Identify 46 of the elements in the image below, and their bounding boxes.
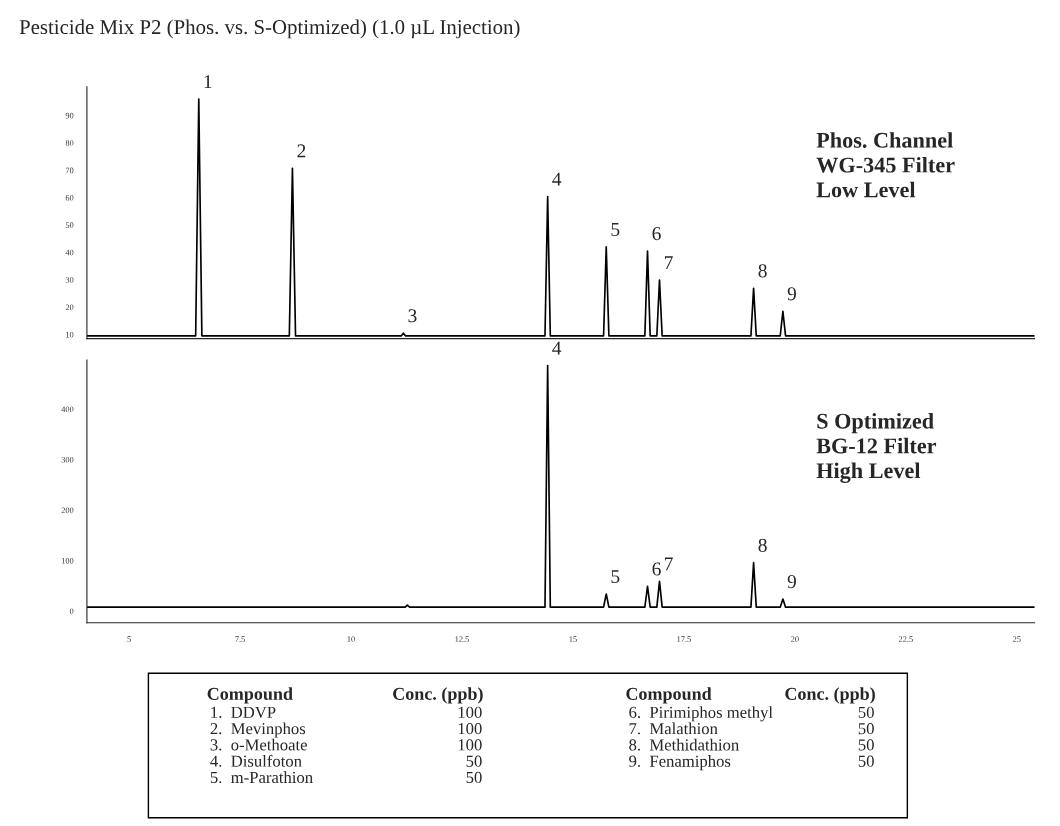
x-tick-label: 10: [347, 636, 355, 642]
annotation: 1: [204, 75, 212, 88]
y-tick-label: 60: [65, 194, 74, 201]
annotation: S Optimized BG-12 Filter High Level: [816, 413, 937, 483]
y-tick-label: 200: [61, 507, 74, 514]
annotation: 6: [652, 562, 661, 576]
annotation: 4: [552, 172, 562, 186]
annotation: 8: [758, 264, 767, 278]
x-tick-label: 22.5: [898, 636, 913, 642]
y-tick-label: 90: [65, 112, 74, 119]
annotation: 9: [787, 287, 796, 301]
y-tick-label: 80: [65, 140, 74, 146]
x-tick-label: 25: [1013, 636, 1021, 642]
annotation: 2: [297, 144, 306, 158]
y-tick-label: 400: [61, 406, 74, 413]
annotation: 7: [664, 256, 673, 269]
y-tick-label: 10: [66, 331, 74, 338]
y-tick-label: 300: [61, 457, 74, 463]
annotation: 7: [664, 557, 673, 571]
text: Compound 1. DDVP 2. Mevinphos 3. o-Methoate 4. Disulfoton 5. m-Parathion: [207, 687, 313, 784]
y-tick-label: 70: [65, 167, 74, 174]
text: Conc. (ppb) 50 50 50 50: [785, 687, 875, 767]
annotation: 5: [611, 223, 620, 237]
annotation: 6: [652, 227, 661, 241]
annotation: 8: [758, 538, 767, 552]
annotation: Phos. Channel WG-345 Filter Low Level: [816, 132, 955, 198]
chart-title: Pesticide Mix P2 (Phos. vs. S-Optimized) (1.0 µL Injection): [19, 19, 520, 39]
y-tick-label: 100: [61, 558, 74, 564]
y-tick-label: 40: [65, 249, 74, 256]
y-tick-label: 30: [65, 277, 74, 283]
x-tick-label: 5: [127, 636, 131, 642]
text: Compound 6. Pirimiphos methyl 7. Malathion 8. Methidathion 9. Fenamiphos: [626, 687, 773, 771]
x-tick-label: 15: [569, 636, 577, 642]
x-tick-label: 12.5: [455, 636, 469, 642]
x-tick-label: 7.5: [235, 636, 245, 642]
annotation: 4: [552, 341, 562, 355]
x-tick-label: 17.5: [677, 636, 691, 642]
annotation: 9: [787, 575, 796, 589]
y-tick-label: 0: [69, 608, 74, 615]
text: Conc. (ppb) 100 100 100 50 50: [393, 687, 483, 784]
y-tick-label: 20: [65, 304, 74, 311]
line-series: [86, 364, 1035, 608]
annotation: 3: [408, 309, 417, 323]
y-tick-label: 50: [65, 222, 74, 228]
x-tick-label: 20: [791, 636, 799, 642]
annotation: 5: [611, 570, 620, 584]
